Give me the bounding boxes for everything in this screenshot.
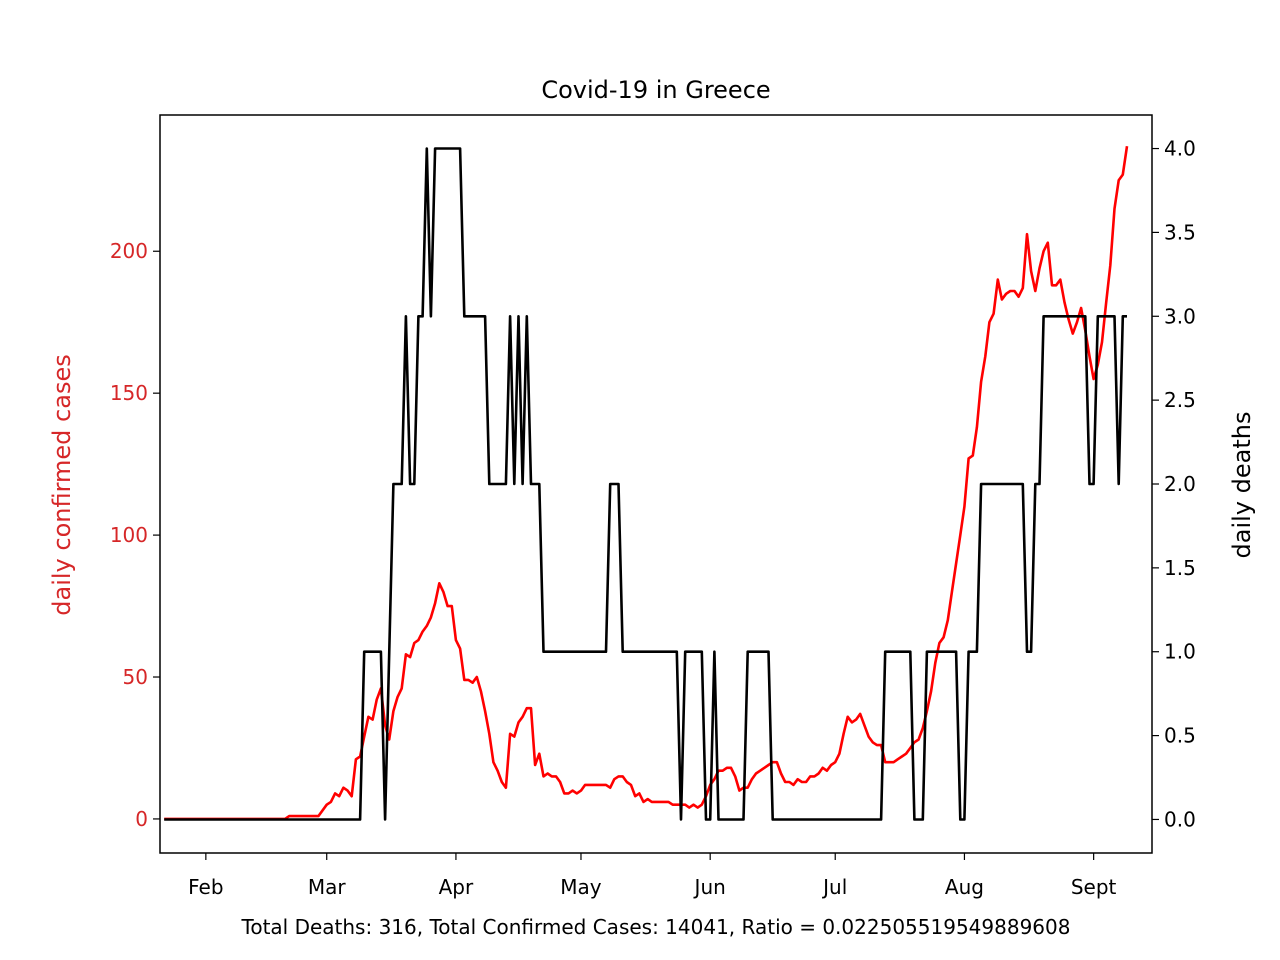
x-tick-label: Mar xyxy=(308,875,347,899)
right-y-tick-label: 1.5 xyxy=(1164,556,1196,580)
left-y-tick-label: 200 xyxy=(110,239,148,263)
plot-frame xyxy=(159,114,1153,854)
left-y-tick-label: 0 xyxy=(135,807,148,831)
left-axis-label: daily confirmed cases xyxy=(48,354,76,615)
left-y-tick-label: 100 xyxy=(110,523,148,547)
x-tick-label: Aug xyxy=(945,875,984,899)
chart-footer: Total Deaths: 316, Total Confirmed Cases… xyxy=(241,915,1071,939)
right-y-tick-label: 4.0 xyxy=(1164,137,1196,161)
right-y-tick-label: 1.0 xyxy=(1164,640,1196,664)
x-tick-label: May xyxy=(560,875,602,899)
right-y-tick-label: 3.5 xyxy=(1164,220,1196,244)
x-tick-label: Apr xyxy=(439,875,474,899)
x-tick-label: Jul xyxy=(821,875,847,899)
daily-deaths-line xyxy=(164,147,1127,821)
right-axis-label: daily deaths xyxy=(1228,412,1256,559)
left-y-tick-label: 50 xyxy=(123,665,148,689)
chart-title: Covid-19 in Greece xyxy=(541,76,770,104)
right-y-tick-label: 2.5 xyxy=(1164,388,1196,412)
right-y-tick-label: 2.0 xyxy=(1164,472,1196,496)
right-y-tick-label: 0.5 xyxy=(1164,724,1196,748)
series-layer xyxy=(164,146,1129,821)
left-y-tick-label: 150 xyxy=(110,381,148,405)
right-y-tick-label: 0.0 xyxy=(1164,807,1196,831)
x-tick-label: Jun xyxy=(693,875,726,899)
daily-cases-line xyxy=(164,146,1129,821)
x-tick-label: Feb xyxy=(188,875,223,899)
right-y-tick-label: 3.0 xyxy=(1164,304,1196,328)
x-tick-label: Sept xyxy=(1071,875,1117,899)
ticks-layer: Feb Mar Apr May Jun Jul Aug Sept 0 50 100 150 200 0.0… xyxy=(110,137,1196,899)
